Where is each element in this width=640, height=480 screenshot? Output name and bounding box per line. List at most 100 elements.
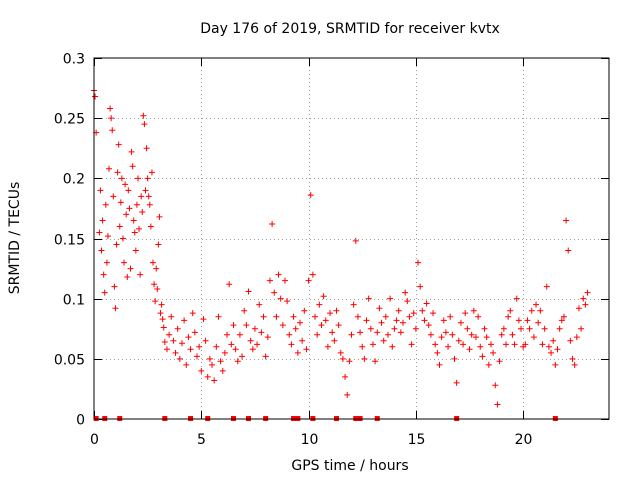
data-point (143, 145, 150, 152)
data-point (382, 313, 389, 320)
data-point (129, 163, 136, 170)
data-point (288, 341, 295, 348)
data-point (346, 358, 353, 365)
x-axis-label: GPS time / hours (291, 458, 408, 474)
data-point (406, 313, 413, 320)
data-point (455, 337, 462, 344)
data-point (327, 310, 334, 317)
data-point (490, 349, 497, 356)
data-point (359, 343, 366, 350)
data-point (331, 337, 338, 344)
data-point (106, 165, 113, 172)
data-point (487, 341, 494, 348)
data-point (157, 310, 164, 317)
data-point (112, 305, 119, 312)
data-point (130, 217, 137, 224)
data-point (158, 301, 165, 308)
data-point (352, 237, 359, 244)
data-point (137, 271, 144, 278)
data-point (485, 361, 492, 368)
data-point (307, 192, 314, 199)
data-point (509, 331, 516, 338)
data-point (139, 209, 146, 216)
data-point (447, 313, 454, 320)
data-point (415, 259, 422, 266)
data-point (333, 307, 340, 314)
data-point (178, 340, 185, 347)
data-point (284, 298, 291, 305)
data-point (573, 334, 580, 341)
data-point (548, 349, 555, 356)
data-point (578, 325, 585, 332)
data-point (215, 313, 222, 320)
data-point (101, 289, 108, 296)
data-point (156, 213, 163, 220)
data-point (539, 341, 546, 348)
data-point (442, 329, 449, 336)
data-point (262, 353, 269, 360)
data-point (505, 313, 512, 320)
data-point (535, 319, 542, 326)
data-point (281, 277, 288, 284)
data-point (92, 93, 99, 100)
data-point (147, 223, 154, 230)
data-point (543, 283, 550, 290)
data-point (110, 193, 117, 200)
data-point (299, 337, 306, 344)
data-point (196, 343, 203, 350)
data-point (140, 112, 147, 119)
data-point (241, 307, 248, 314)
data-point (329, 329, 336, 336)
data-point (271, 289, 278, 296)
data-point (316, 301, 323, 308)
data-point (457, 319, 464, 326)
y-tick-label: 0.15 (54, 233, 85, 249)
data-point (148, 169, 155, 176)
data-point (503, 341, 509, 348)
data-point (515, 317, 522, 324)
data-point (468, 331, 475, 338)
data-point (483, 334, 490, 341)
data-point (146, 201, 153, 208)
chart-title: Day 176 of 2019, SRMTID for receiver kvt… (200, 21, 500, 37)
data-point (166, 331, 173, 338)
data-point (96, 229, 103, 236)
data-point (145, 193, 152, 200)
data-point (117, 199, 124, 206)
data-point (481, 325, 488, 332)
data-point (541, 325, 548, 332)
data-point (363, 317, 370, 324)
data-point (376, 305, 383, 312)
data-point (367, 325, 374, 332)
data-point (528, 307, 535, 314)
data-point (312, 313, 319, 320)
data-point (292, 325, 299, 332)
data-point (410, 310, 417, 317)
data-point (294, 349, 301, 356)
data-point (301, 307, 308, 314)
data-point (133, 201, 140, 208)
data-point (159, 316, 166, 323)
data-point (245, 288, 252, 295)
data-point (339, 355, 346, 362)
data-point (496, 358, 503, 365)
data-point (412, 325, 419, 332)
data-point (122, 181, 129, 188)
data-point (438, 334, 445, 341)
data-point (123, 211, 130, 218)
data-point (524, 317, 531, 324)
data-point (558, 317, 565, 324)
data-point (138, 193, 145, 200)
data-point (191, 329, 198, 336)
data-point (511, 341, 518, 348)
data-point (152, 298, 159, 305)
data-point (230, 322, 237, 329)
data-point (522, 341, 529, 348)
data-point (545, 343, 552, 350)
data-point (100, 271, 107, 278)
data-point (571, 361, 578, 368)
data-point (537, 307, 544, 314)
data-point (430, 310, 437, 317)
data-point (198, 367, 205, 374)
data-point (434, 349, 441, 356)
